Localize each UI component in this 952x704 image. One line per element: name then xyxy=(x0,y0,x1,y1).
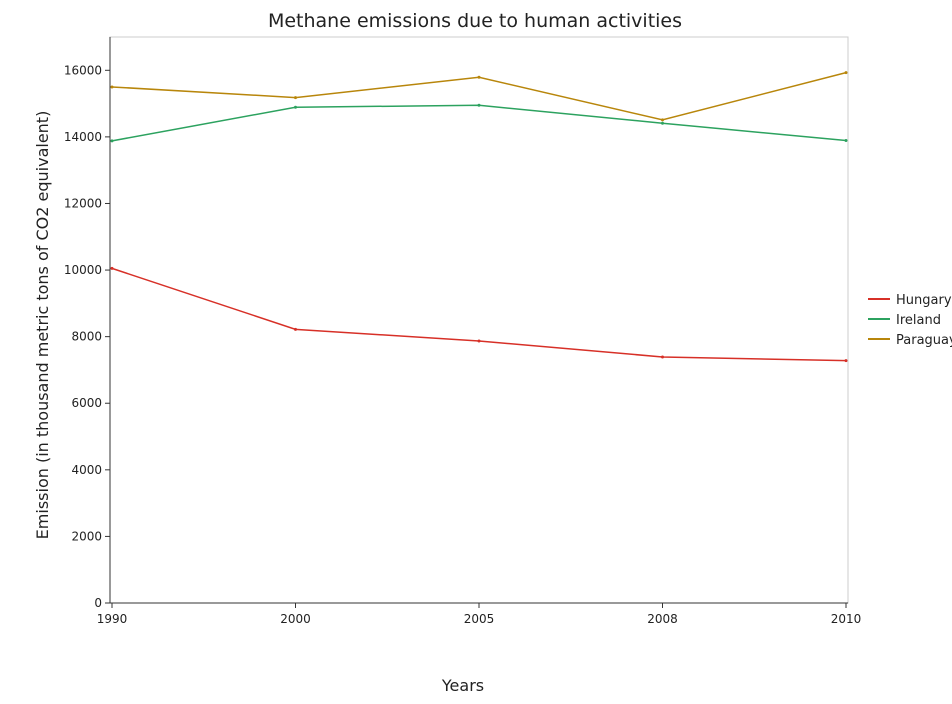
data-point-paraguay xyxy=(661,118,664,122)
data-point-paraguay xyxy=(844,71,848,75)
data-point-ireland xyxy=(844,139,848,143)
x-tick-label: 2010 xyxy=(831,612,862,626)
data-point-ireland xyxy=(661,121,664,125)
plot-frame xyxy=(109,36,849,604)
y-tick-label: 6000 xyxy=(71,396,102,410)
data-point-ireland xyxy=(477,103,481,107)
x-tick-label: 2008 xyxy=(647,612,678,626)
series-line-ireland xyxy=(111,104,847,142)
series-line-hungary xyxy=(111,267,847,362)
legend-label-hungary: Hungary xyxy=(896,293,952,308)
data-point-paraguay xyxy=(294,96,297,100)
y-tick-label: 8000 xyxy=(71,330,102,344)
y-axis-title: Emission (in thousand metric tons of CO2… xyxy=(33,111,52,540)
x-tick-label: 2000 xyxy=(280,612,311,626)
x-tick-label: 1990 xyxy=(97,612,128,626)
data-point-paraguay xyxy=(110,85,114,89)
y-tick-label: 2000 xyxy=(71,529,102,543)
y-tick-label: 14000 xyxy=(64,130,102,144)
series-line-paraguay xyxy=(111,71,847,121)
y-tick-label: 12000 xyxy=(64,196,102,210)
data-point-hungary xyxy=(844,359,848,363)
data-point-ireland xyxy=(294,105,297,109)
data-point-ireland xyxy=(110,139,114,143)
x-tick-label: 2005 xyxy=(464,612,495,626)
legend: Hungary Ireland Paraguay xyxy=(868,293,952,348)
chart-title: Methane emissions due to human activitie… xyxy=(268,10,682,32)
legend-label-paraguay: Paraguay xyxy=(896,333,952,348)
data-point-hungary xyxy=(110,266,114,270)
y-tick-label: 16000 xyxy=(64,63,102,77)
data-point-hungary xyxy=(477,339,481,343)
y-tick-label: 10000 xyxy=(64,263,102,277)
plot-area: 0 2000 4000 6000 8000 10000 12000 14000 16000 199… xyxy=(64,36,862,626)
data-point-hungary xyxy=(294,327,297,331)
legend-label-ireland: Ireland xyxy=(896,313,941,328)
y-tick-label: 4000 xyxy=(71,463,102,477)
y-tick-label: 0 xyxy=(94,596,102,610)
x-axis-title: Years xyxy=(441,676,484,695)
data-point-paraguay xyxy=(477,75,481,79)
data-point-hungary xyxy=(661,355,664,359)
